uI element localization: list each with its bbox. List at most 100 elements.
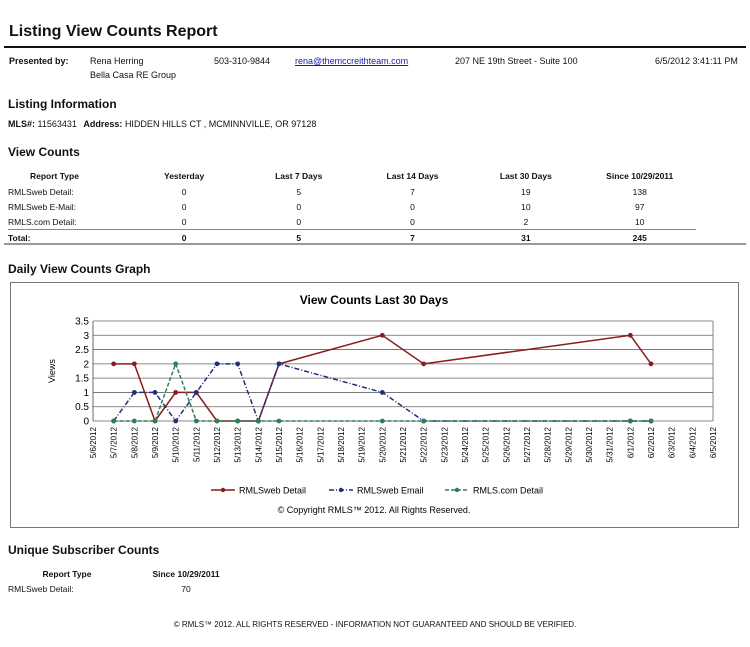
x-tick-label: 5/26/2012 [502,426,511,462]
legend-label: RMLSweb Email [357,486,424,496]
count-cell: 7 [410,186,415,197]
table-header-row: Report Type Since 10/29/2011 [8,567,246,581]
subscriber-table: Report Type Since 10/29/2011 RMLSweb Det… [8,567,246,596]
x-tick-label: 5/30/2012 [585,426,594,462]
x-tick-label: 5/19/2012 [358,426,367,462]
table-divider [4,243,746,245]
legend-marker [220,487,226,493]
listing-details: MLS#: 11563431 Address: HIDDEN HILLS CT … [8,119,316,129]
presenter-email-link[interactable]: rena@themccreithteam.com [295,56,409,66]
data-point [111,418,117,424]
x-tick-label: 5/31/2012 [606,426,615,462]
title-divider [4,46,746,48]
data-point [111,361,117,367]
x-tick-label: 5/22/2012 [420,426,429,462]
count-cell: 138 [632,186,647,197]
legend-label: RMLS.com Detail [473,486,543,496]
table-row: RMLS.com Detail: 0 0 0 2 10 [8,214,696,230]
count-cell: 0 [410,216,415,227]
legend-marker [338,487,344,493]
count-cell: 10 [635,216,645,227]
report-type-cell: RMLSweb Detail: [8,583,74,594]
total-row: Total: 0 5 7 31 245 [8,229,696,245]
data-point [648,361,654,367]
count-cell: 0 [410,201,415,212]
y-tick-label: 3 [83,331,89,342]
graph-heading: Daily View Counts Graph [8,262,151,276]
x-tick-label: 6/3/2012 [668,426,677,458]
column-header: Report Type [42,569,92,579]
x-tick-label: 5/20/2012 [378,426,387,462]
count-cell: 2 [523,216,529,227]
x-tick-label: 5/29/2012 [564,426,573,462]
data-point [193,418,199,424]
x-tick-label: 5/12/2012 [213,426,222,462]
data-point [379,418,385,424]
data-point [173,361,179,367]
table-row: RMLSweb E-Mail: 0 0 0 10 97 [8,199,696,214]
column-header: Last 7 Days [275,171,323,181]
legend-label: RMLSweb Detail [239,486,306,496]
data-point [421,361,427,367]
mls-number: 11563431 [37,119,77,129]
column-header: Last 30 Days [499,171,552,181]
x-tick-label: 5/28/2012 [544,426,553,462]
data-point [193,390,199,395]
x-tick-label: 5/11/2012 [192,426,201,462]
view-counts-table: Report Type Yesterday Last 7 Days Last 1… [8,168,696,245]
data-point [276,361,282,367]
count-cell: 19 [521,186,531,197]
x-tick-label: 5/6/2012 [89,426,98,458]
total-cell: 31 [468,229,584,245]
x-tick-label: 5/18/2012 [337,426,346,462]
report-type-cell: RMLS.com Detail: [8,216,77,227]
count-cell: 0 [296,216,302,227]
data-point [276,418,282,424]
presenter-name: Rena Herring [90,56,144,66]
count-cell: 5 [296,186,302,197]
y-tick-label: 1 [83,388,89,399]
address-label: Address: [83,119,123,129]
subscriber-heading: Unique Subscriber Counts [8,543,160,557]
legend-marker [454,487,460,493]
y-tick-label: 3.5 [75,317,89,328]
mls-label: MLS#: [8,119,35,129]
data-point [131,390,137,395]
data-point [235,418,241,424]
data-point [173,418,179,424]
report-type-cell: RMLSweb Detail: [8,186,74,197]
data-point [255,418,261,424]
total-cell: 245 [583,229,696,245]
page-title: Listing View Counts Report [9,23,218,40]
column-header: Since 10/29/2011 [152,569,220,579]
table-row: RMLSweb Detail: 0 5 7 19 138 [8,184,696,199]
report-type-cell: Total: [8,229,128,245]
x-tick-label: 5/23/2012 [440,426,449,462]
presenter-address: 207 NE 19th Street - Suite 100 [455,56,578,66]
chart-title: View Counts Last 30 Days [300,293,449,307]
data-point [379,390,385,395]
column-header: Since 10/29/2011 [606,171,674,181]
data-point [214,418,220,424]
count-cell: 97 [635,201,645,212]
report-datetime: 6/5/2012 3:41:11 PM [655,56,738,66]
y-tick-label: 0 [83,417,89,428]
x-tick-label: 5/14/2012 [254,426,263,462]
x-tick-label: 5/15/2012 [275,426,284,462]
column-header: Last 14 Days [386,171,439,181]
data-point [131,361,137,367]
data-point [131,418,137,424]
chart-copyright: © Copyright RMLS™ 2012. All Rights Reser… [278,505,471,515]
x-tick-label: 6/4/2012 [688,426,697,458]
listing-info-heading: Listing Information [8,97,117,111]
x-tick-label: 5/8/2012 [130,426,139,458]
data-point [627,332,633,338]
column-header: Yesterday [164,171,205,181]
presenter-company: Bella Casa RE Group [90,70,177,80]
x-tick-label: 5/9/2012 [151,426,160,458]
x-tick-label: 6/1/2012 [626,426,635,458]
x-tick-label: 6/5/2012 [709,426,718,458]
y-tick-label: 1.5 [75,374,89,385]
x-tick-label: 5/17/2012 [316,426,325,462]
